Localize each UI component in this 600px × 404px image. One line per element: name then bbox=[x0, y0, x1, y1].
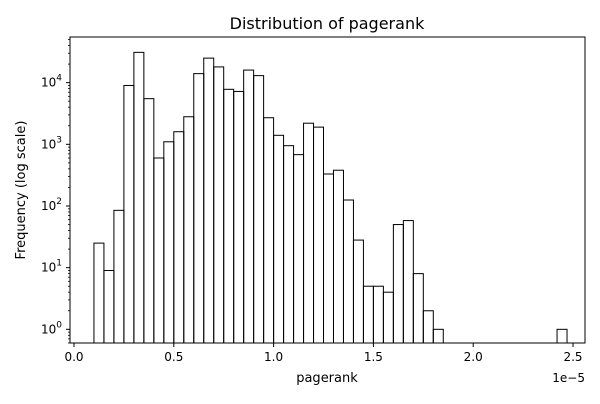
y-tick-label: 102 bbox=[41, 197, 62, 213]
y-axis-ticks: 100 101 102 103 104 bbox=[41, 39, 70, 344]
y-axis-label: Frequency (log scale) bbox=[14, 121, 29, 260]
x-tick-label: 2.0 bbox=[464, 350, 483, 364]
y-tick-label: 104 bbox=[41, 74, 62, 90]
x-axis-offset-label: 1e−5 bbox=[552, 371, 585, 385]
x-axis-ticks: 0.0 0.5 1.0 1.5 2.0 2.5 bbox=[64, 343, 583, 364]
chart-title: Distribution of pagerank bbox=[230, 14, 425, 33]
x-tick-label: 1.5 bbox=[364, 350, 383, 364]
x-axis-label: pagerank bbox=[296, 371, 358, 386]
x-tick-label: 0.0 bbox=[64, 350, 83, 364]
y-tick-label: 101 bbox=[41, 259, 62, 275]
plot-frame bbox=[69, 36, 586, 344]
x-tick-label: 1.0 bbox=[264, 350, 283, 364]
x-tick-label: 2.5 bbox=[563, 350, 582, 364]
y-tick-label: 103 bbox=[41, 135, 62, 151]
y-tick-label: 100 bbox=[41, 320, 62, 336]
x-tick-label: 0.5 bbox=[164, 350, 183, 364]
